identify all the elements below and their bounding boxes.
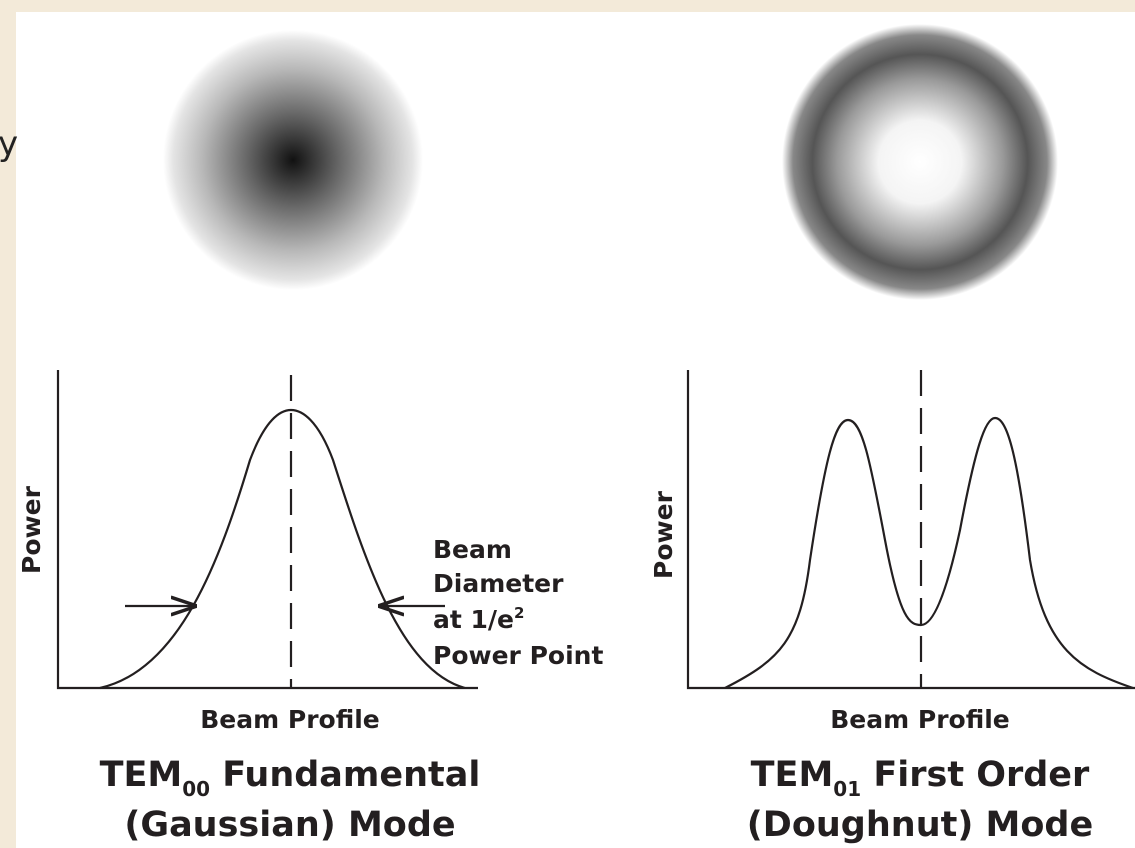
title-subscript: 01 — [833, 777, 861, 801]
doughnut-spot — [782, 24, 1058, 300]
gaussian-curve — [99, 408, 466, 690]
panel-title-line2: (Doughnut) Mode — [747, 805, 1093, 845]
edge-text: y — [0, 124, 18, 164]
top-strip — [0, 0, 1135, 12]
annotation-line: at 1/e2 — [433, 604, 524, 634]
y-axis-label: Power — [17, 485, 46, 574]
title-rest: First Order — [861, 755, 1090, 795]
panel-title: TEM00 Fundamental — [100, 755, 481, 801]
annotation-line: Diameter — [433, 569, 564, 598]
doughnut-curve — [724, 416, 1134, 690]
gaussian-spot — [163, 30, 423, 290]
axes — [56, 370, 478, 690]
annotation-line: Power Point — [433, 641, 603, 670]
title-prefix: TEM — [100, 755, 183, 795]
panel-title: TEM01 First Order — [751, 755, 1090, 801]
x-axis-label: Beam Profile — [200, 705, 380, 734]
title-rest: Fundamental — [210, 755, 480, 795]
annotation-line: Beam — [433, 535, 512, 564]
x-axis-label: Beam Profile — [830, 705, 1010, 734]
title-subscript: 00 — [182, 777, 210, 801]
left-strip — [0, 0, 16, 848]
annotation-text: at 1/e — [433, 605, 514, 634]
title-prefix: TEM — [751, 755, 834, 795]
panel-title-line2: (Gaussian) Mode — [124, 805, 455, 845]
axes — [686, 370, 1135, 690]
superscript: 2 — [514, 604, 524, 622]
y-axis-label: Power — [649, 490, 678, 579]
